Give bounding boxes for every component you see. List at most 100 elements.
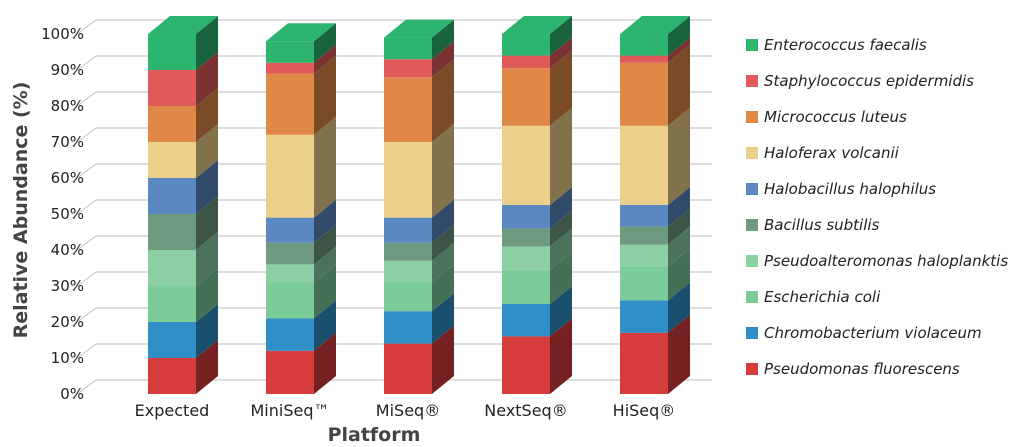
legend-label: Bacillus subtilis xyxy=(764,216,880,234)
legend-label: Micrococcus luteus xyxy=(764,108,907,126)
bar-segment-side xyxy=(432,224,454,261)
bar-segment-side xyxy=(668,187,690,227)
gridline-depth xyxy=(71,307,97,327)
bar-segment xyxy=(266,217,314,243)
legend-swatch xyxy=(746,183,758,195)
bar-segment-side xyxy=(314,199,336,243)
gridline-depth xyxy=(71,235,97,255)
bar-segment-side xyxy=(314,55,336,135)
bar-segment-side xyxy=(550,251,572,304)
bar-segment xyxy=(148,286,196,322)
y-tick-label: 30% xyxy=(51,277,84,295)
y-tick-label: 10% xyxy=(51,349,84,367)
legend-item: Bacillus subtilis xyxy=(746,216,880,234)
legend-swatch xyxy=(746,75,758,87)
legend-label: Pseudoalteromonas haloplanktis xyxy=(764,252,1008,270)
bar-segment xyxy=(266,318,314,351)
bar-segment-side xyxy=(432,199,454,243)
legend-label: Chromobacterium violaceum xyxy=(764,324,982,342)
bar-segment-side xyxy=(668,226,690,267)
bar-segment-side xyxy=(668,44,690,126)
bar-segment-side xyxy=(668,208,690,245)
bar-segment-side xyxy=(314,116,336,218)
bar-segment xyxy=(148,70,196,106)
bar-stack xyxy=(502,16,572,394)
bar-segment xyxy=(266,350,314,394)
legend-label: Staphylococcus epidermidis xyxy=(764,72,974,90)
bar-segment-side xyxy=(550,50,572,126)
bar-segment xyxy=(148,34,196,70)
bar-segment-side xyxy=(432,242,454,283)
legend-label: Enterococcus faecalis xyxy=(764,36,927,54)
gridline-depth xyxy=(71,55,97,75)
legend: Enterococcus faecalis Staphylococcus epid… xyxy=(746,36,1008,378)
bar-segment xyxy=(148,214,196,250)
bars xyxy=(148,16,690,394)
bar-segment xyxy=(148,106,196,142)
bar-stack xyxy=(384,19,454,394)
bar-segment xyxy=(620,205,668,227)
bar-segment-side xyxy=(314,300,336,351)
bar-segment xyxy=(502,269,550,304)
x-tick-label: HiSeq® xyxy=(613,401,676,420)
y-tick-label: 50% xyxy=(51,205,84,223)
bar-stack xyxy=(148,16,218,394)
bar-segment xyxy=(384,77,432,142)
bar-segment xyxy=(620,34,668,56)
bar-top xyxy=(266,23,336,42)
gridline-depth xyxy=(71,343,97,363)
bar-segment xyxy=(620,332,668,394)
bar-segment xyxy=(384,142,432,218)
y-tick-label: 0% xyxy=(60,385,84,403)
bar-segment xyxy=(384,282,432,312)
bar-segment xyxy=(620,244,668,267)
bar-segment xyxy=(502,125,550,205)
bar-segment xyxy=(266,73,314,135)
legend-item: Escherichia coli xyxy=(746,288,881,306)
bar-segment-side xyxy=(668,248,690,301)
bar-segment-side xyxy=(550,228,572,270)
bar-segment xyxy=(384,311,432,344)
bar-segment-side xyxy=(432,325,454,394)
legend-label: Pseudomonas fluorescens xyxy=(764,360,960,378)
x-axis-title: Platform xyxy=(328,424,421,446)
bar-segment xyxy=(620,62,668,126)
bar-top xyxy=(384,19,454,38)
bar-stack xyxy=(266,23,336,394)
bar-segment-side xyxy=(550,210,572,247)
bar-segment-side xyxy=(550,187,572,229)
legend-swatch xyxy=(746,111,758,123)
bar-segment-side xyxy=(314,44,336,74)
bar-segment-side xyxy=(432,59,454,143)
bar-segment xyxy=(384,37,432,60)
legend-swatch xyxy=(746,39,758,51)
bar-segment xyxy=(148,358,196,394)
gridline-depth xyxy=(71,379,97,399)
bar-segment-side xyxy=(432,124,454,218)
bar-top xyxy=(148,16,218,34)
bar-segment xyxy=(266,41,314,63)
gridline-depth xyxy=(71,199,97,219)
bar-segment-side xyxy=(550,107,572,205)
legend-item: Enterococcus faecalis xyxy=(746,36,927,54)
legend-item: Haloferax volcanii xyxy=(746,144,900,162)
y-tick-label: 60% xyxy=(51,169,84,187)
bar-segment-side xyxy=(668,282,690,333)
bar-segment xyxy=(502,336,550,394)
legend-swatch xyxy=(746,255,758,267)
bar-segment xyxy=(502,34,550,56)
bar-segment xyxy=(620,266,668,301)
bar-segment-side xyxy=(550,286,572,337)
bar-segment xyxy=(266,242,314,265)
legend-item: Micrococcus luteus xyxy=(746,108,907,126)
gridline-depth xyxy=(71,19,97,39)
bar-segment xyxy=(384,343,432,394)
bar-top xyxy=(502,16,572,34)
bar-segment-side xyxy=(668,16,690,56)
bar-segment-side xyxy=(668,314,690,394)
legend-item: Pseudomonas fluorescens xyxy=(746,360,960,378)
bar-segment-side xyxy=(432,19,454,60)
bar-segment-side xyxy=(432,41,454,78)
gridline-depth xyxy=(71,271,97,291)
